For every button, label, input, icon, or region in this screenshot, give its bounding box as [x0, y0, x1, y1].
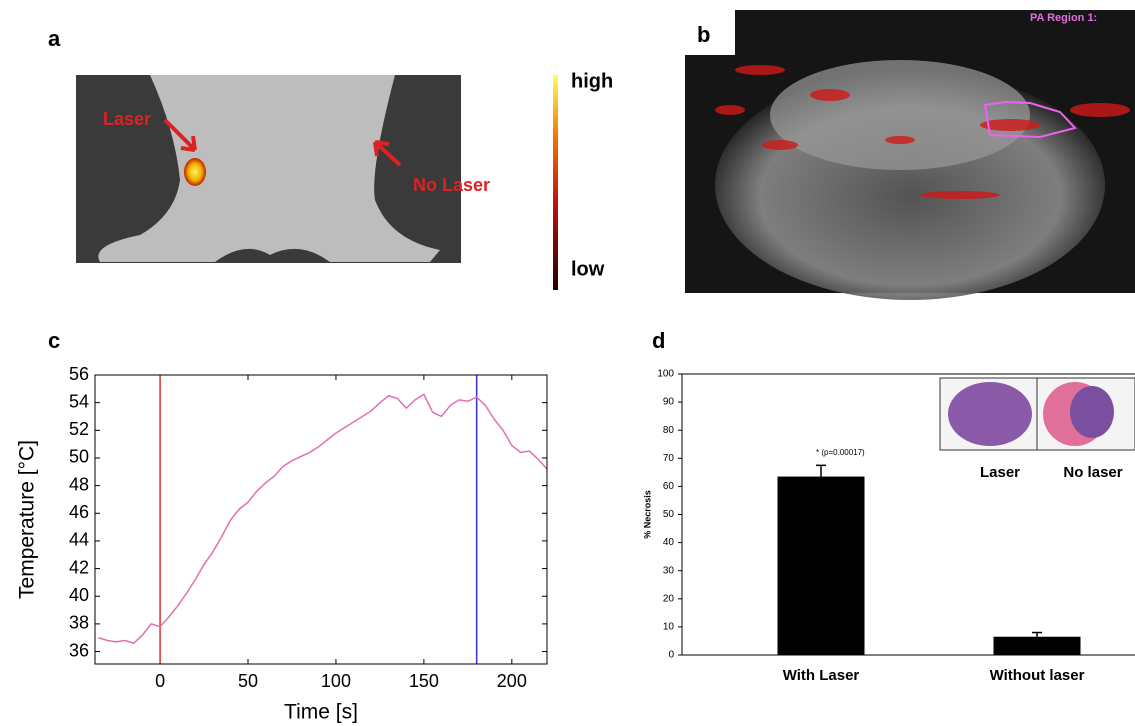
x-tick-label: 100: [321, 671, 351, 691]
line: [98, 393, 548, 645]
y-tick-label: 50: [663, 509, 675, 520]
colorbar: [553, 75, 558, 290]
y-tick-label: 90: [663, 397, 675, 408]
x-tick-label: 150: [409, 671, 439, 691]
y-tick-label: 56: [69, 364, 89, 384]
pa-signal: [715, 65, 1130, 199]
x-tick-label: 200: [497, 671, 527, 691]
y-tick-label: 70: [663, 453, 675, 464]
y-tick-label: 52: [69, 419, 89, 439]
mouse-body: [98, 75, 440, 262]
arrow-label: No Laser: [413, 175, 490, 195]
y-tick-label: 80: [663, 425, 675, 436]
x-tick-label: With Laser: [783, 667, 860, 684]
slice: [1070, 386, 1114, 438]
y-tick-label: 20: [663, 593, 675, 604]
y-tick-label: 100: [657, 369, 674, 380]
arrow: [373, 140, 402, 167]
colorbar-label: high: [571, 70, 613, 92]
y-tick-label: 40: [69, 585, 89, 605]
y-tick-label: 46: [69, 502, 89, 522]
x-axis-label: Time [s]: [284, 701, 358, 724]
tumor-top: [770, 60, 1030, 170]
bar: [777, 476, 865, 655]
y-tick-label: 42: [69, 557, 89, 577]
y-tick-label: 30: [663, 565, 675, 576]
arrow-label: Laser: [103, 109, 151, 129]
panel-label: b: [697, 22, 710, 47]
panel-label: a: [48, 26, 61, 51]
y-axis-label: % Necrosis: [642, 490, 652, 539]
plot-frame: [94, 374, 548, 665]
y-tick-label: 38: [69, 613, 89, 633]
y-axis-label: Temperature [°C]: [16, 440, 39, 599]
x-tick-label: 50: [238, 671, 258, 691]
inset: [939, 377, 1135, 451]
y-tick-label: 54: [69, 391, 89, 411]
slice: [948, 382, 1032, 446]
annotation: * (p=0.00017): [816, 448, 865, 457]
panel-b-image: [685, 10, 1135, 300]
y-tick-label: 40: [663, 537, 675, 548]
y-tick-label: 48: [69, 474, 89, 494]
y-tick-label: 50: [69, 447, 89, 467]
x-tick-label: 0: [155, 671, 165, 691]
inset-label: No laser: [1063, 464, 1122, 481]
panel-label: d: [652, 328, 665, 353]
y-tick-label: 60: [663, 481, 675, 492]
panel-a-image: [76, 75, 558, 290]
region-label: PA Region 1:: [1030, 12, 1097, 24]
y-tick-label: 36: [69, 640, 89, 660]
y-tick-label: 44: [69, 530, 89, 550]
hot-spot: [184, 158, 206, 186]
panel-label: c: [48, 328, 60, 353]
colorbar-label: low: [571, 258, 605, 280]
bar: [993, 636, 1081, 655]
corner: [685, 10, 735, 55]
y-tick-label: 0: [668, 650, 674, 661]
arrow: [163, 118, 197, 152]
x-tick-label: Without laser: [990, 667, 1085, 684]
inset-label: Laser: [980, 464, 1020, 481]
roi: [983, 100, 1077, 139]
y-tick-label: 10: [663, 622, 675, 633]
